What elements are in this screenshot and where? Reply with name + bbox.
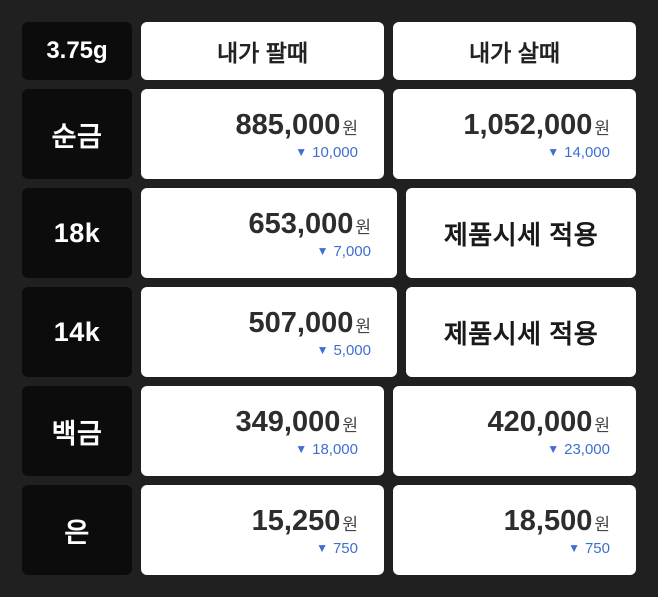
down-triangle-icon: ▼	[547, 145, 560, 159]
price-line: 653,000 원	[249, 208, 371, 241]
metal-label-cell: 백금	[22, 386, 132, 476]
table-row: 14k 507,000 원 ▼ 5,000 제품시세 적용	[22, 287, 636, 377]
currency-suffix: 원	[342, 415, 358, 435]
down-triangle-icon: ▼	[316, 244, 329, 258]
price-value: 653,000	[248, 207, 354, 240]
change-value: 750	[332, 539, 358, 557]
buy-text-cell: 제품시세 적용	[406, 188, 636, 278]
header-row: 3.75g 내가 팔때 내가 살때	[22, 22, 636, 80]
change-value: 750	[584, 539, 610, 557]
price-value: 349,000	[235, 405, 341, 438]
sell-price-cell: 653,000 원 ▼ 7,000	[141, 188, 397, 278]
metal-label: 14k	[53, 316, 101, 347]
buy-price-cell: 420,000 원 ▼ 23,000	[393, 386, 636, 476]
currency-suffix: 원	[594, 514, 610, 534]
price-value: 1,052,000	[463, 108, 593, 141]
buy-header-label: 내가 살때	[468, 40, 561, 66]
buy-text: 제품시세 적용	[443, 318, 599, 349]
down-triangle-icon: ▼	[568, 541, 580, 555]
metal-label: 순금	[51, 121, 103, 152]
buy-price-cell: 18,500 원 ▼ 750	[393, 485, 636, 575]
metal-label: 은	[64, 517, 90, 548]
buy-text: 제품시세 적용	[443, 219, 599, 250]
price-value: 420,000	[487, 405, 593, 438]
metal-label-cell: 은	[22, 485, 132, 575]
buy-price-cell: 1,052,000 원 ▼ 14,000	[393, 89, 636, 179]
change-value: 10,000	[312, 143, 358, 161]
change-line: ▼ 18,000	[295, 442, 358, 457]
metal-label-cell: 18k	[22, 188, 132, 278]
price-line: 420,000 원	[488, 406, 610, 439]
change-line: ▼ 10,000	[295, 145, 358, 160]
price-line: 885,000 원	[236, 109, 358, 142]
change-value: 7,000	[333, 242, 371, 260]
change-line: ▼ 23,000	[547, 442, 610, 457]
table-row: 은 15,250 원 ▼ 750 18,500 원 ▼ 750	[22, 485, 636, 575]
currency-suffix: 원	[355, 217, 371, 237]
currency-suffix: 원	[342, 118, 358, 138]
sell-header-cell: 내가 팔때	[141, 22, 384, 80]
price-value: 18,500	[503, 504, 593, 537]
price-line: 507,000 원	[249, 307, 371, 340]
change-line: ▼ 5,000	[317, 343, 371, 358]
price-value: 885,000	[235, 108, 341, 141]
down-triangle-icon: ▼	[316, 541, 328, 555]
price-line: 18,500 원	[504, 505, 610, 538]
buy-header-cell: 내가 살때	[393, 22, 636, 80]
currency-suffix: 원	[355, 316, 371, 336]
price-line: 15,250 원	[252, 505, 358, 538]
sell-header-label: 내가 팔때	[216, 40, 309, 66]
table-row: 순금 885,000 원 ▼ 10,000 1,052,000 원 ▼ 14,0…	[22, 89, 636, 179]
unit-header-label: 3.75g	[46, 37, 108, 64]
price-value: 507,000	[248, 306, 354, 339]
down-triangle-icon: ▼	[295, 442, 308, 456]
sell-price-cell: 885,000 원 ▼ 10,000	[141, 89, 384, 179]
buy-text-cell: 제품시세 적용	[406, 287, 636, 377]
unit-header-cell: 3.75g	[22, 22, 132, 80]
change-line: ▼ 750	[568, 541, 610, 556]
metal-label: 백금	[51, 418, 103, 449]
currency-suffix: 원	[594, 415, 610, 435]
price-line: 349,000 원	[236, 406, 358, 439]
sell-price-cell: 349,000 원 ▼ 18,000	[141, 386, 384, 476]
change-line: ▼ 750	[316, 541, 358, 556]
down-triangle-icon: ▼	[295, 145, 308, 159]
change-value: 23,000	[564, 440, 610, 458]
currency-suffix: 원	[594, 118, 610, 138]
change-value: 18,000	[312, 440, 358, 458]
table-row: 18k 653,000 원 ▼ 7,000 제품시세 적용	[22, 188, 636, 278]
down-triangle-icon: ▼	[316, 343, 329, 357]
sell-price-cell: 507,000 원 ▼ 5,000	[141, 287, 397, 377]
metal-label-cell: 순금	[22, 89, 132, 179]
change-value: 14,000	[564, 143, 610, 161]
metal-label: 18k	[53, 217, 101, 248]
metal-label-cell: 14k	[22, 287, 132, 377]
change-value: 5,000	[333, 341, 371, 359]
change-line: ▼ 7,000	[317, 244, 371, 259]
price-line: 1,052,000 원	[463, 109, 610, 142]
down-triangle-icon: ▼	[547, 442, 560, 456]
table-row: 백금 349,000 원 ▼ 18,000 420,000 원 ▼ 23,000	[22, 386, 636, 476]
price-value: 15,250	[251, 504, 341, 537]
change-line: ▼ 14,000	[547, 145, 610, 160]
sell-price-cell: 15,250 원 ▼ 750	[141, 485, 384, 575]
currency-suffix: 원	[342, 514, 358, 534]
